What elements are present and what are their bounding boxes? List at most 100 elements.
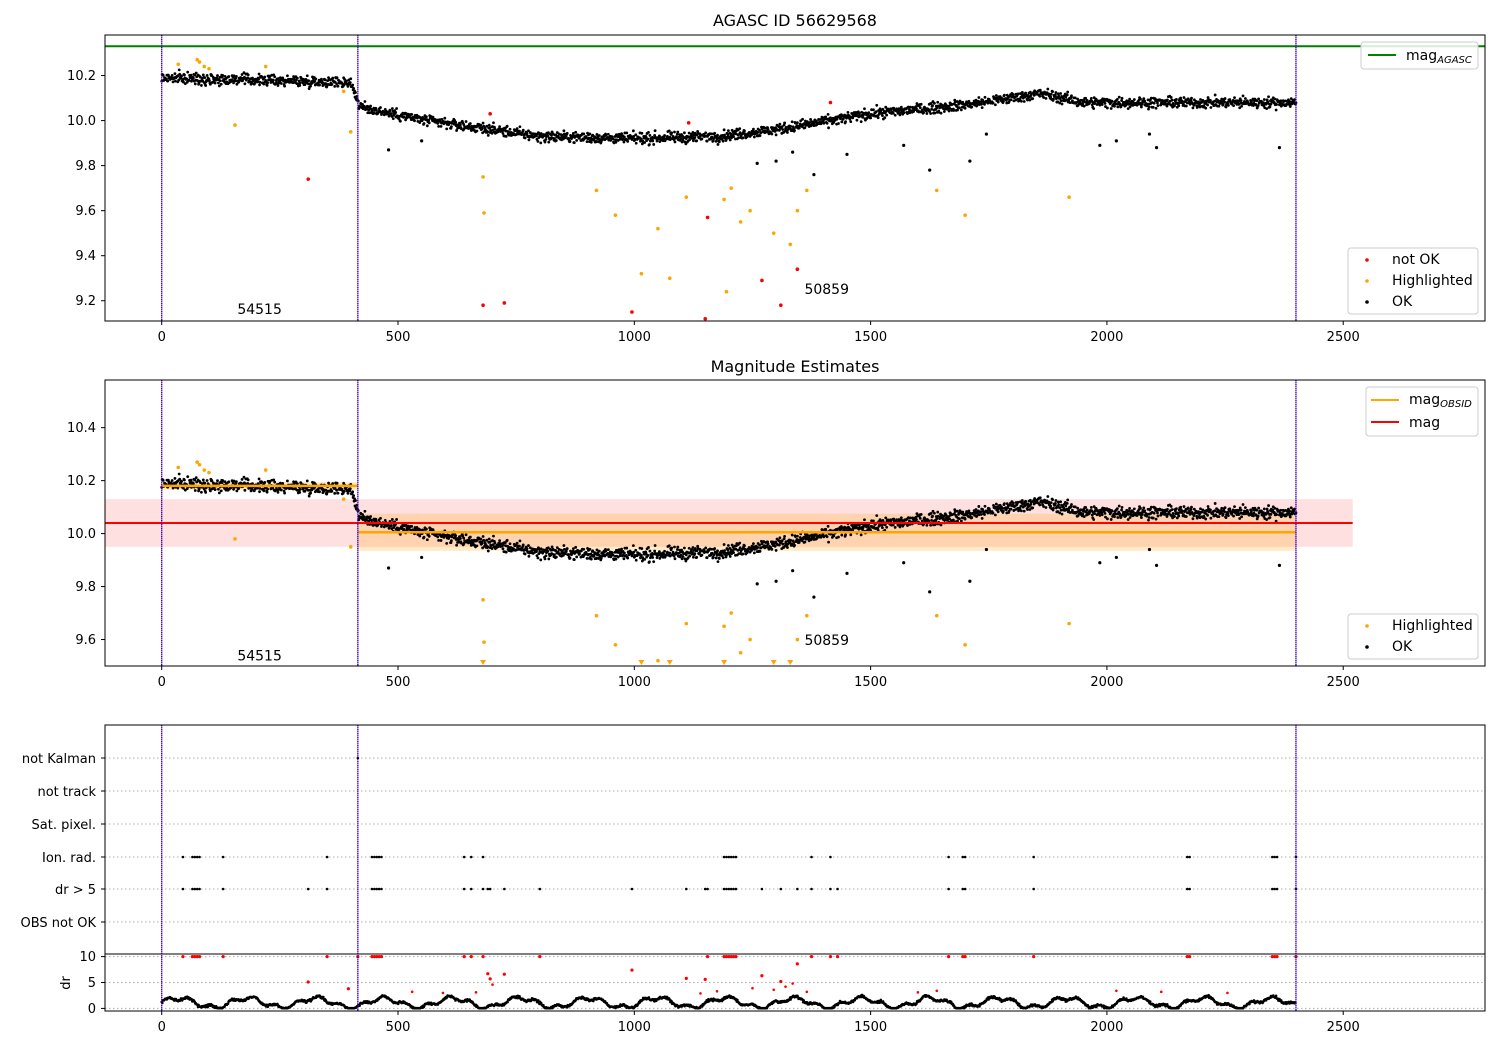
ok-point	[216, 74, 219, 77]
ok-point	[318, 83, 321, 87]
ok-point	[539, 558, 543, 562]
ok-point	[588, 547, 592, 551]
ok-point	[662, 136, 666, 140]
ok-point	[756, 546, 760, 549]
ok-point	[716, 549, 719, 553]
ok-point	[395, 107, 398, 110]
ok-point	[182, 478, 186, 482]
ok-point	[1289, 97, 1293, 101]
ok-point	[1182, 96, 1186, 99]
ok-point	[1005, 93, 1009, 97]
ok-point	[1190, 505, 1193, 509]
ok-point	[258, 80, 262, 84]
ok-point	[1256, 104, 1260, 107]
ok-point	[837, 122, 840, 125]
ok-point	[1020, 91, 1024, 94]
ok-point	[994, 94, 998, 97]
ok-point	[952, 109, 956, 112]
ok-point	[805, 120, 809, 124]
highlighted-point	[613, 213, 618, 217]
panel-agasc-legend-top[interactable]: magAGASC	[1360, 41, 1479, 70]
ok-point	[622, 140, 626, 144]
x-tick-label: 500	[386, 330, 411, 345]
ok-outlier-point	[902, 561, 906, 565]
ok-point	[648, 134, 652, 137]
ok-point	[523, 136, 527, 140]
ok-point	[688, 138, 692, 142]
ok-point	[1192, 514, 1196, 517]
ok-point	[195, 480, 199, 484]
ok-point	[1275, 103, 1278, 106]
ok-point	[559, 552, 562, 556]
ok-point	[372, 523, 376, 527]
ok-point	[427, 534, 431, 538]
ok-point	[986, 101, 990, 105]
ok-point	[667, 544, 671, 548]
ok-point	[1019, 95, 1023, 99]
ok-point	[479, 537, 483, 541]
ok-point	[204, 490, 208, 494]
ok-point	[1026, 508, 1029, 511]
ok-point	[673, 130, 676, 134]
ok-point	[205, 74, 209, 77]
ok-point	[979, 510, 983, 514]
ok-point	[305, 479, 309, 483]
ok-point	[1204, 106, 1208, 110]
ok-point	[1257, 97, 1261, 101]
ok-point	[723, 549, 726, 552]
ok-point	[688, 554, 692, 558]
ok-point	[797, 541, 801, 544]
ok-point	[1098, 514, 1102, 517]
ok-point	[442, 535, 446, 539]
ok-point	[773, 544, 777, 548]
ok-point	[1128, 507, 1132, 510]
highlighted-point	[263, 64, 268, 69]
ok-point	[840, 526, 844, 530]
ok-point	[681, 138, 685, 142]
ok-point	[702, 548, 706, 552]
ok-point	[535, 554, 539, 558]
ok-point	[266, 487, 269, 491]
ok-point	[1090, 103, 1094, 107]
ok-point	[670, 131, 674, 135]
ok-point	[717, 557, 721, 560]
ok-point	[1213, 502, 1217, 505]
ok-point	[595, 133, 599, 136]
ok-outlier-point	[968, 579, 972, 583]
ok-point	[805, 533, 809, 537]
ok-point	[1255, 99, 1259, 103]
ok-point	[1151, 105, 1155, 109]
ok-point	[599, 140, 603, 144]
ok-point	[374, 108, 378, 112]
ok-point	[565, 547, 569, 550]
highlighted-point	[934, 613, 939, 618]
ok-point	[208, 82, 212, 86]
ok-point	[387, 526, 391, 530]
ok-point	[1110, 509, 1114, 513]
ok-point	[562, 553, 565, 557]
ok-point	[335, 82, 338, 86]
ok-point	[283, 491, 286, 495]
ok-point	[1116, 105, 1120, 109]
ok-point	[1213, 99, 1217, 103]
ok-point	[196, 79, 200, 83]
ok-point	[518, 129, 521, 133]
ok-point	[955, 100, 959, 103]
highlighted-point	[207, 66, 211, 71]
panel-agasc-legend-bottom[interactable]: not OK Highlighted OK	[1347, 247, 1479, 315]
highlighted-point	[197, 462, 202, 467]
ok-point	[1209, 508, 1212, 512]
highlighted-point	[795, 637, 800, 642]
ok-point	[996, 510, 1000, 514]
ok-point	[555, 546, 559, 550]
ok-point	[640, 553, 643, 557]
ok-point	[710, 132, 714, 136]
ok-point	[606, 548, 610, 552]
x-tick-label: 1500	[854, 675, 887, 690]
ok-point	[1233, 96, 1236, 100]
ok-point	[1120, 505, 1124, 509]
ok-point	[781, 542, 785, 546]
ok-point	[307, 494, 311, 498]
ok-point	[1081, 512, 1085, 516]
